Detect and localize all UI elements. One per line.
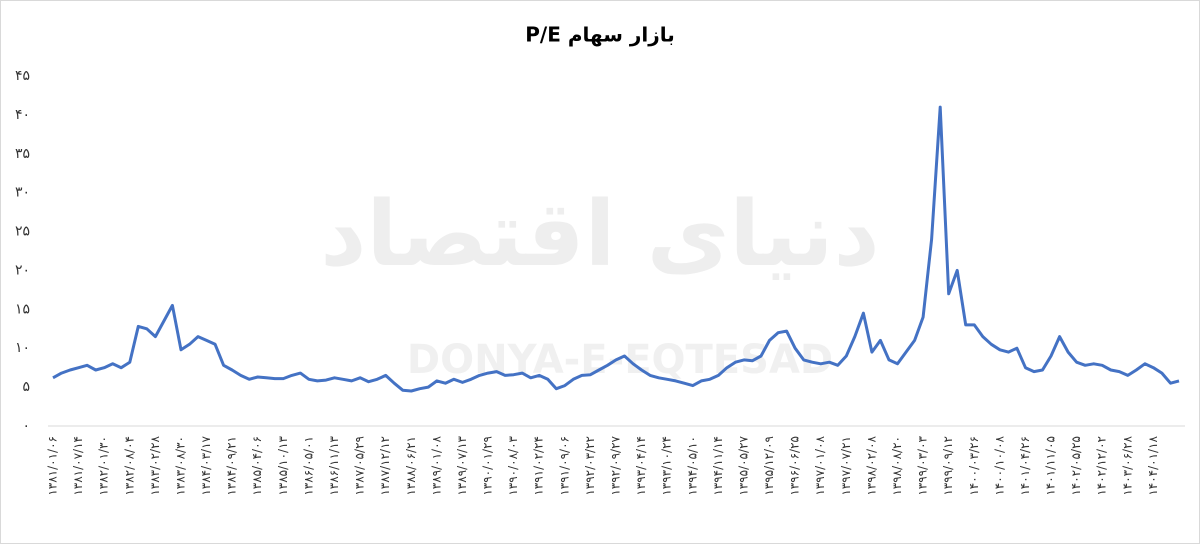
x-tick-label: ۱۴۰۲/۱۲/۰۲: [1095, 436, 1109, 496]
x-tick-label: ۱۳۸۲/۰۸/۰۴: [122, 436, 136, 496]
x-tick-label: ۱۴۰۱/۰۴/۲۶: [1018, 436, 1032, 496]
x-tick-label: ۱۳۹۱/۰۲/۲۴: [532, 436, 546, 496]
x-tick-label: ۱۴۰۴/۰۱/۱۸: [1146, 435, 1160, 495]
watermark: دنیای اقتصاد: [320, 182, 880, 287]
x-tick-label: ۱۳۸۳/۰۸/۳۰: [173, 436, 187, 496]
x-tick-label: ۱۳۸۴/۰۹/۲۱: [225, 436, 239, 496]
x-tick-label: ۱۳۹۳/۰۴/۱۴: [634, 436, 648, 496]
y-tick-label: ۵: [22, 379, 30, 395]
x-tick-label: ۱۳۸۵/۰۴/۰۶: [250, 436, 264, 496]
x-tick-label: ۱۳۹۹/۰۳/۰۳: [916, 435, 930, 495]
x-tick-label: ۱۴۰۰/۱۰/۰۸: [992, 435, 1006, 495]
x-tick-label: ۱۳۸۸/۰۶/۲۱: [404, 436, 418, 496]
x-tick-label: ۱۳۸۶/۱۱/۱۳: [327, 435, 341, 495]
y-tick-label: ۲۰: [15, 262, 30, 278]
x-tick-label: ۱۳۹۲/۰۳/۲۲: [583, 436, 597, 496]
x-tick-label: ۱۳۸۱/۰۷/۱۴: [71, 436, 85, 496]
x-tick-label: ۱۳۸۷/۰۵/۲۹: [353, 436, 367, 496]
x-tick-label: ۱۴۰۲/۰۵/۲۵: [1069, 436, 1083, 496]
x-tick-label: ۱۴۰۰/۰۳/۲۶: [967, 436, 981, 496]
x-tick-label: ۱۳۸۶/۰۵/۰۱: [301, 436, 315, 496]
x-tick-label: ۱۳۸۵/۱۰/۱۳: [276, 435, 290, 495]
x-tick-label: ۱۳۹۱/۰۹/۰۶: [557, 436, 571, 496]
y-tick-label: ۳۵: [15, 146, 30, 162]
line-series: [52, 105, 1180, 393]
x-tick-label: ۱۳۸۳/۰۲/۲۸: [148, 435, 162, 495]
x-tick-label: ۱۳۹۳/۱۰/۲۴: [660, 436, 674, 496]
x-tick-label: ۱۳۹۰/۰۸/۰۳: [506, 435, 520, 495]
x-tick-label: ۱۳۹۹/۰۹/۱۲: [941, 436, 955, 496]
x-tick-label: ۱۳۹۲/۰۹/۲۷: [609, 435, 623, 495]
x-tick-label: ۱۳۸۴/۰۳/۱۷: [199, 435, 213, 495]
y-tick-label: ۴۰: [15, 107, 30, 123]
x-tick-label: ۱۳۸۲/۰۱/۳۰: [97, 436, 111, 496]
x-tick-label: ۱۳۸۹/۰۷/۱۳: [455, 435, 469, 495]
x-tick-label: ۱۳۹۴/۰۵/۱۰: [685, 436, 699, 496]
x-tick-label: ۱۴۰۱/۱۱/۰۵: [1044, 436, 1058, 496]
x-tick-label: ۱۳۸۱/۰۱/۰۶: [46, 436, 60, 496]
x-tick-label: ۱۳۹۰/۰۱/۲۹: [481, 436, 495, 496]
x-tick-label: ۱۳۹۴/۱۱/۱۴: [711, 436, 725, 496]
y-tick-label: ۳۰: [15, 185, 30, 201]
y-tick-label: ۰: [22, 418, 30, 434]
x-tick-label: ۱۳۹۵/۰۵/۲۷: [736, 435, 750, 495]
x-tick-label: ۱۳۸۹/۰۱/۰۸: [429, 435, 443, 495]
x-tick-label: ۱۳۸۷/۱۲/۱۲: [378, 436, 392, 496]
y-tick-label: ۱۵: [15, 301, 30, 317]
x-tick-label: ۱۳۹۵/۱۲/۰۹: [762, 436, 776, 496]
y-tick-label: ۱۰: [15, 340, 30, 356]
x-tick-label: ۱۳۹۷/۰۱/۰۸: [813, 435, 827, 495]
x-tick-label: ۱۳۹۷/۰۷/۲۱: [839, 436, 853, 496]
x-tick-label: ۱۳۹۶/۰۶/۲۵: [788, 436, 802, 496]
y-tick-label: ۴۵: [15, 68, 30, 84]
chart-title: بازار سهام P/E: [525, 23, 675, 47]
x-tick-label: ۱۴۰۳/۰۶/۲۸: [1120, 435, 1134, 495]
x-tick-label: ۱۳۹۸/۰۸/۲۰: [890, 436, 904, 496]
x-tick-label: ۱۳۹۸/۰۲/۰۸: [864, 435, 878, 495]
y-tick-label: ۲۵: [15, 224, 30, 240]
